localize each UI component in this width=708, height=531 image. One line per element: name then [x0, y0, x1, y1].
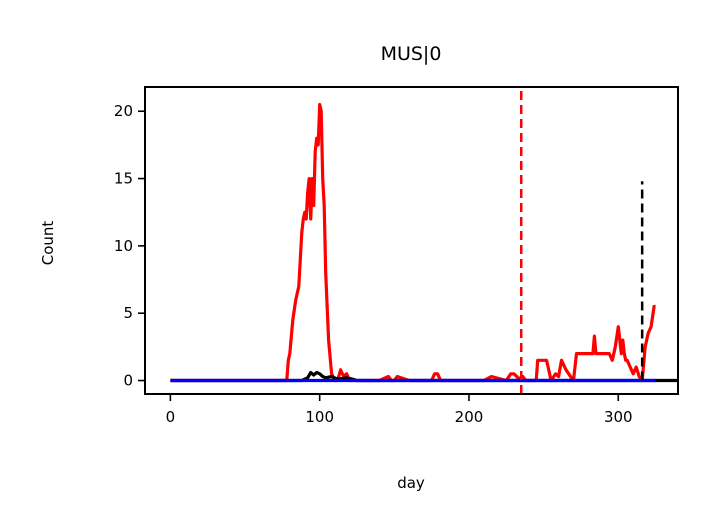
- x-tick-label: 0: [166, 408, 176, 426]
- x-axis-label: day: [397, 474, 425, 492]
- y-tick-label: 15: [114, 170, 133, 188]
- series-line-2: [170, 370, 678, 383]
- y-tick-label: 5: [123, 304, 133, 322]
- y-axis-label: Count: [39, 221, 57, 266]
- series-line-1: [170, 102, 656, 383]
- y-axis: 0 5 10 15 20: [114, 102, 145, 390]
- x-axis: 0 100 200 300: [166, 394, 633, 426]
- x-tick-label: 100: [305, 408, 334, 426]
- y-tick-label: 0: [123, 372, 133, 390]
- y-tick-label: 10: [114, 237, 133, 255]
- y-tick-label: 20: [114, 102, 133, 120]
- x-tick-label: 200: [455, 408, 484, 426]
- chart-title: MUS|0: [381, 43, 442, 65]
- x-tick-label: 300: [604, 408, 633, 426]
- plot-area: [170, 87, 678, 394]
- plot-frame: [144, 86, 679, 395]
